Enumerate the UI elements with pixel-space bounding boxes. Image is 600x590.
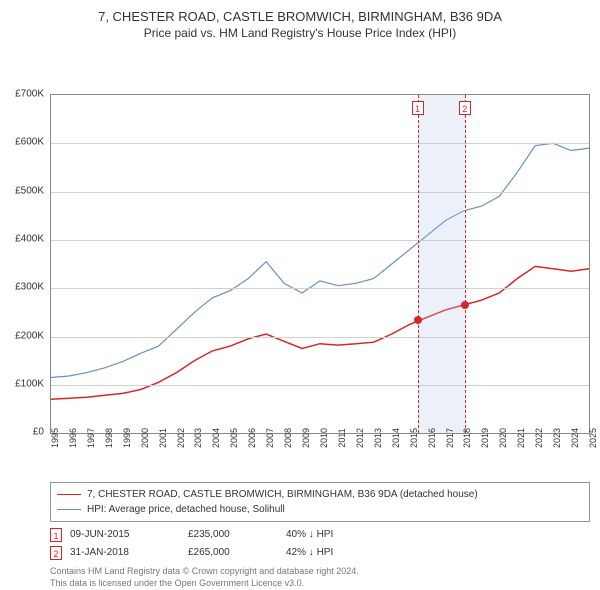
x-tick-label: 2014 (391, 428, 401, 448)
x-tick-label: 2011 (337, 429, 347, 448)
line-svg (51, 95, 589, 433)
x-tick-label: 2001 (158, 428, 168, 448)
legend-row: 7, CHESTER ROAD, CASTLE BROMWICH, BIRMIN… (57, 487, 583, 502)
x-tick-label: 2006 (247, 428, 257, 448)
sales-marker: 1 (50, 528, 62, 542)
x-tick-label: 2017 (445, 428, 455, 448)
x-tick-label: 2018 (462, 428, 472, 448)
x-tick-label: 2022 (534, 428, 544, 448)
x-tick-label: 2002 (176, 428, 186, 448)
series-hpi (51, 143, 589, 377)
y-tick-label: £500K (15, 185, 44, 196)
y-tick-label: £100K (15, 378, 44, 389)
marker-box: 2 (459, 101, 471, 115)
x-tick-label: 2012 (355, 428, 365, 448)
x-tick-label: 2016 (427, 428, 437, 448)
legend-swatch (57, 494, 81, 495)
chart-root: 7, CHESTER ROAD, CASTLE BROMWICH, BIRMIN… (0, 0, 600, 560)
legend-swatch (57, 509, 81, 510)
gridline (51, 192, 589, 193)
sales-table: 1 09-JUN-2015 £235,000 40% ↓ HPI 2 31-JAN-201… (50, 526, 590, 562)
gridline (51, 143, 589, 144)
x-tick-label: 2003 (193, 428, 203, 448)
footnote: Contains HM Land Registry data © Crown c… (50, 566, 590, 589)
x-tick-label: 1997 (86, 428, 96, 448)
y-tick-label: £200K (15, 330, 44, 341)
sales-price: £265,000 (188, 544, 278, 562)
gridline (51, 240, 589, 241)
shade-region (418, 95, 465, 433)
x-tick-label: 1999 (122, 428, 132, 448)
gridline (51, 385, 589, 386)
sales-pct: 42% ↓ HPI (286, 544, 376, 562)
marker-dot (461, 301, 469, 309)
footnote-line2: This data is licensed under the Open Gov… (50, 578, 304, 588)
sales-date: 09-JUN-2015 (70, 526, 180, 544)
x-tick-label: 2005 (229, 428, 239, 448)
marker-dot (414, 316, 422, 324)
x-tick-label: 2004 (211, 428, 221, 448)
x-tick-label: 2023 (552, 428, 562, 448)
x-tick-label: 2020 (498, 428, 508, 448)
x-tick-label: 2025 (588, 428, 598, 448)
x-tick-label: 1995 (50, 428, 60, 448)
x-axis: 1995199619971998199920002001200220032004… (50, 434, 590, 474)
y-tick-label: £300K (15, 282, 44, 293)
footnote-line1: Contains HM Land Registry data © Crown c… (50, 566, 359, 576)
x-tick-label: 2010 (319, 428, 329, 448)
gridline (51, 288, 589, 289)
sales-row: 1 09-JUN-2015 £235,000 40% ↓ HPI (50, 526, 590, 544)
sales-date: 31-JAN-2018 (70, 544, 180, 562)
x-tick-label: 2015 (409, 428, 419, 448)
chart-title: 7, CHESTER ROAD, CASTLE BROMWICH, BIRMIN… (0, 8, 600, 26)
legend-label: HPI: Average price, detached house, Soli… (87, 502, 285, 517)
marker-vline (418, 95, 419, 433)
marker-box: 1 (412, 101, 424, 115)
x-tick-label: 2019 (480, 428, 490, 448)
x-tick-label: 2009 (301, 428, 311, 448)
x-tick-label: 2024 (570, 428, 580, 448)
y-tick-label: £700K (15, 89, 44, 100)
marker-vline (465, 95, 466, 433)
sales-marker: 2 (50, 546, 62, 560)
x-tick-label: 1996 (68, 428, 78, 448)
sales-pct: 40% ↓ HPI (286, 526, 376, 544)
x-tick-label: 2007 (265, 428, 275, 448)
y-axis: £0£100K£200K£300K£400K£500K£600K£700K (0, 94, 48, 434)
series-property (51, 267, 589, 400)
gridline (51, 337, 589, 338)
x-tick-label: 2008 (283, 428, 293, 448)
x-tick-label: 2000 (140, 428, 150, 448)
y-tick-label: £600K (15, 137, 44, 148)
chart-subtitle: Price paid vs. HM Land Registry's House … (0, 26, 600, 40)
x-tick-label: 2013 (373, 428, 383, 448)
legend-label: 7, CHESTER ROAD, CASTLE BROMWICH, BIRMIN… (87, 487, 478, 502)
x-tick-label: 2021 (516, 428, 526, 448)
legend: 7, CHESTER ROAD, CASTLE BROMWICH, BIRMIN… (50, 482, 590, 522)
sales-price: £235,000 (188, 526, 278, 544)
x-tick-label: 1998 (104, 428, 114, 448)
plot-area: 12 (50, 94, 590, 434)
legend-row: HPI: Average price, detached house, Soli… (57, 502, 583, 517)
y-tick-label: £400K (15, 234, 44, 245)
y-tick-label: £0 (33, 427, 44, 438)
sales-row: 2 31-JAN-2018 £265,000 42% ↓ HPI (50, 544, 590, 562)
